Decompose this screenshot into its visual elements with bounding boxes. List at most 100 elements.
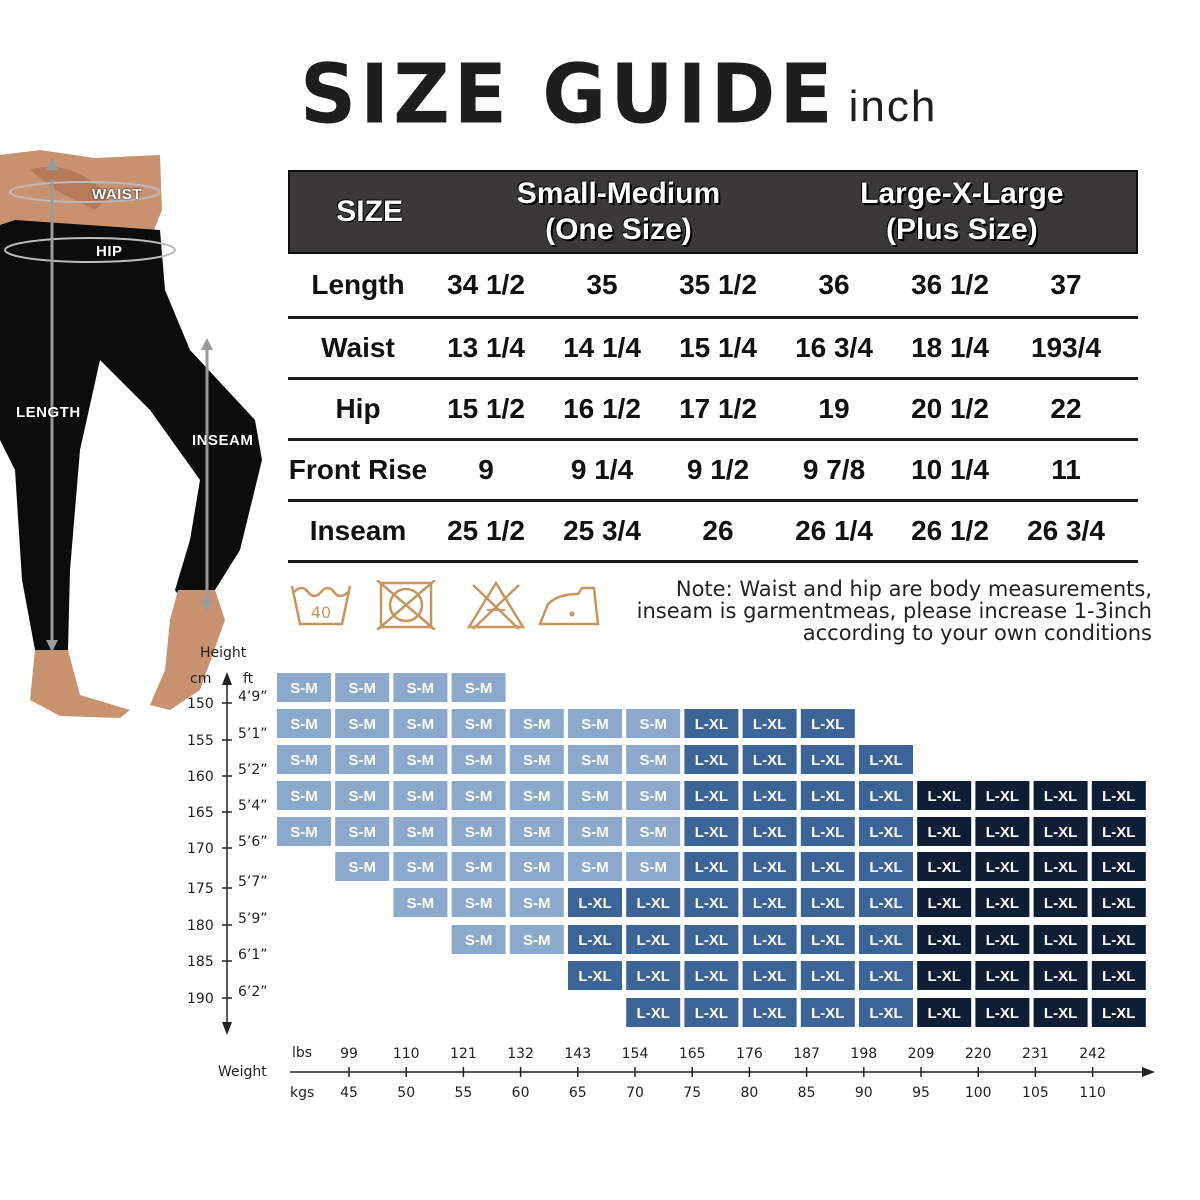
size-cell <box>859 745 913 774</box>
size-cell <box>975 852 1030 881</box>
size-cell <box>684 745 739 774</box>
size-cell-label: L-XL <box>869 752 902 769</box>
size-cell <box>626 817 681 846</box>
care-note: Note: Waist and hip are body measurement… <box>637 578 1152 644</box>
size-cell-label: S-M <box>581 824 609 841</box>
note-line-2: inseam is garmentmeas, please increase 1… <box>636 599 1152 623</box>
table-cell: 26 1/4 <box>795 515 873 546</box>
weight-kgs-tick: 75 <box>683 1085 701 1101</box>
size-cell-label: S-M <box>348 788 376 805</box>
size-cell-label: S-M <box>348 680 376 697</box>
header-large-xlarge: Large-X-Large (Plus Size) <box>788 176 1136 248</box>
table-cell: 18 1/4 <box>911 332 989 363</box>
size-cell-label: L-XL <box>695 1005 728 1022</box>
size-cell-label: S-M <box>290 680 318 697</box>
size-cell-label: S-M <box>348 752 376 769</box>
size-cell <box>917 888 972 917</box>
weight-lbs-tick: 154 <box>622 1046 649 1062</box>
size-cell-label: L-XL <box>811 716 844 733</box>
height-axis-arrow-up <box>222 672 232 685</box>
size-cell-label: L-XL <box>928 824 961 841</box>
size-cell <box>1091 925 1146 954</box>
size-cell <box>393 745 448 774</box>
size-cell-label: S-M <box>523 788 551 805</box>
height-ft-tick: 5’9” <box>238 911 268 927</box>
size-cell-label: L-XL <box>928 1005 961 1022</box>
no-bleach-icon <box>465 580 527 630</box>
size-cell-label: S-M <box>465 895 493 912</box>
size-cell <box>626 781 681 810</box>
size-cell-label: S-M <box>290 824 318 841</box>
waist-label: WAIST <box>92 186 142 203</box>
weight-lbs-tick: 220 <box>965 1046 992 1062</box>
size-cell <box>859 998 913 1027</box>
size-cell-label: S-M <box>639 752 667 769</box>
table-header: SIZE Small-Medium (One Size) Large-X-Lar… <box>288 170 1138 254</box>
size-cell <box>800 745 855 774</box>
size-cell-label: L-XL <box>811 824 844 841</box>
size-cell-label: S-M <box>639 788 667 805</box>
size-cell <box>451 888 506 917</box>
table-row-front-rise: Front Rise 9 9 1/4 9 1/2 9 7/8 10 1/4 11 <box>288 441 1138 502</box>
size-cell-label: L-XL <box>753 859 786 876</box>
size-cell <box>509 709 564 738</box>
iron-low-icon <box>538 580 600 630</box>
size-cell <box>742 925 797 954</box>
size-cell <box>684 817 739 846</box>
size-cell <box>859 961 913 990</box>
size-cell-label: L-XL <box>1102 968 1135 985</box>
header-small-medium-line2: (One Size) <box>545 213 692 246</box>
size-cell-label: L-XL <box>637 932 670 949</box>
size-cell-label: S-M <box>465 716 493 733</box>
size-cell <box>451 709 506 738</box>
height-ft-tick: 6’1” <box>238 947 268 963</box>
size-cell-label: S-M <box>523 752 551 769</box>
weight-kgs-tick: 65 <box>569 1085 587 1101</box>
size-cell <box>509 852 564 881</box>
height-cm-tick: 160 <box>187 769 214 785</box>
size-cell <box>684 888 739 917</box>
size-cell <box>742 998 797 1027</box>
row-label: Hip <box>335 393 381 424</box>
weight-kgs-tick: 70 <box>626 1085 644 1101</box>
size-cell <box>917 817 972 846</box>
size-cell <box>742 817 797 846</box>
size-cell <box>277 745 331 774</box>
weight-lbs-tick: 187 <box>793 1046 820 1062</box>
cm-label: cm <box>190 671 211 687</box>
model-figure: WAIST HIP LENGTH INSEAM <box>0 150 285 720</box>
height-ft-tick: 5’6” <box>238 834 268 850</box>
table-cell: 193/4 <box>1030 332 1102 363</box>
size-cell <box>393 852 448 881</box>
size-cell-label: L-XL <box>753 824 786 841</box>
table-cell: 34 1/2 <box>447 269 525 300</box>
weight-lbs-tick: 165 <box>679 1046 706 1062</box>
table-cell: 25 1/2 <box>447 515 525 546</box>
size-cell <box>277 709 331 738</box>
table-cell: 15 1/4 <box>679 332 757 363</box>
weight-lbs-tick: 242 <box>1079 1046 1106 1062</box>
weight-kgs-tick: 105 <box>1022 1085 1049 1101</box>
table-cell: 22 <box>1050 393 1082 424</box>
size-cell-label: S-M <box>465 680 493 697</box>
size-cell-label: S-M <box>407 859 435 876</box>
size-cell-label: L-XL <box>869 932 902 949</box>
size-cell-label: L-XL <box>1102 1005 1135 1022</box>
size-cell-label: L-XL <box>869 895 902 912</box>
table-row-hip: Hip 15 1/2 16 1/2 17 1/2 19 20 1/2 22 <box>288 380 1138 441</box>
leggings-figure-illustration <box>0 150 262 718</box>
weight-kgs-tick: 95 <box>912 1085 930 1101</box>
size-cell-label: L-XL <box>1102 788 1135 805</box>
size-cell-label: L-XL <box>869 788 902 805</box>
size-cell <box>1091 888 1146 917</box>
size-cell-label: S-M <box>407 895 435 912</box>
weight-kgs-tick: 80 <box>740 1085 758 1101</box>
wash-temp-label: 40 <box>311 603 331 622</box>
size-cell-label: S-M <box>523 859 551 876</box>
size-cell-label: L-XL <box>1102 895 1135 912</box>
weight-kgs-tick: 85 <box>798 1085 816 1101</box>
weight-lbs-tick: 198 <box>850 1046 877 1062</box>
size-cell <box>1033 817 1088 846</box>
size-cell-label: L-XL <box>869 968 902 985</box>
size-cell <box>568 888 622 917</box>
